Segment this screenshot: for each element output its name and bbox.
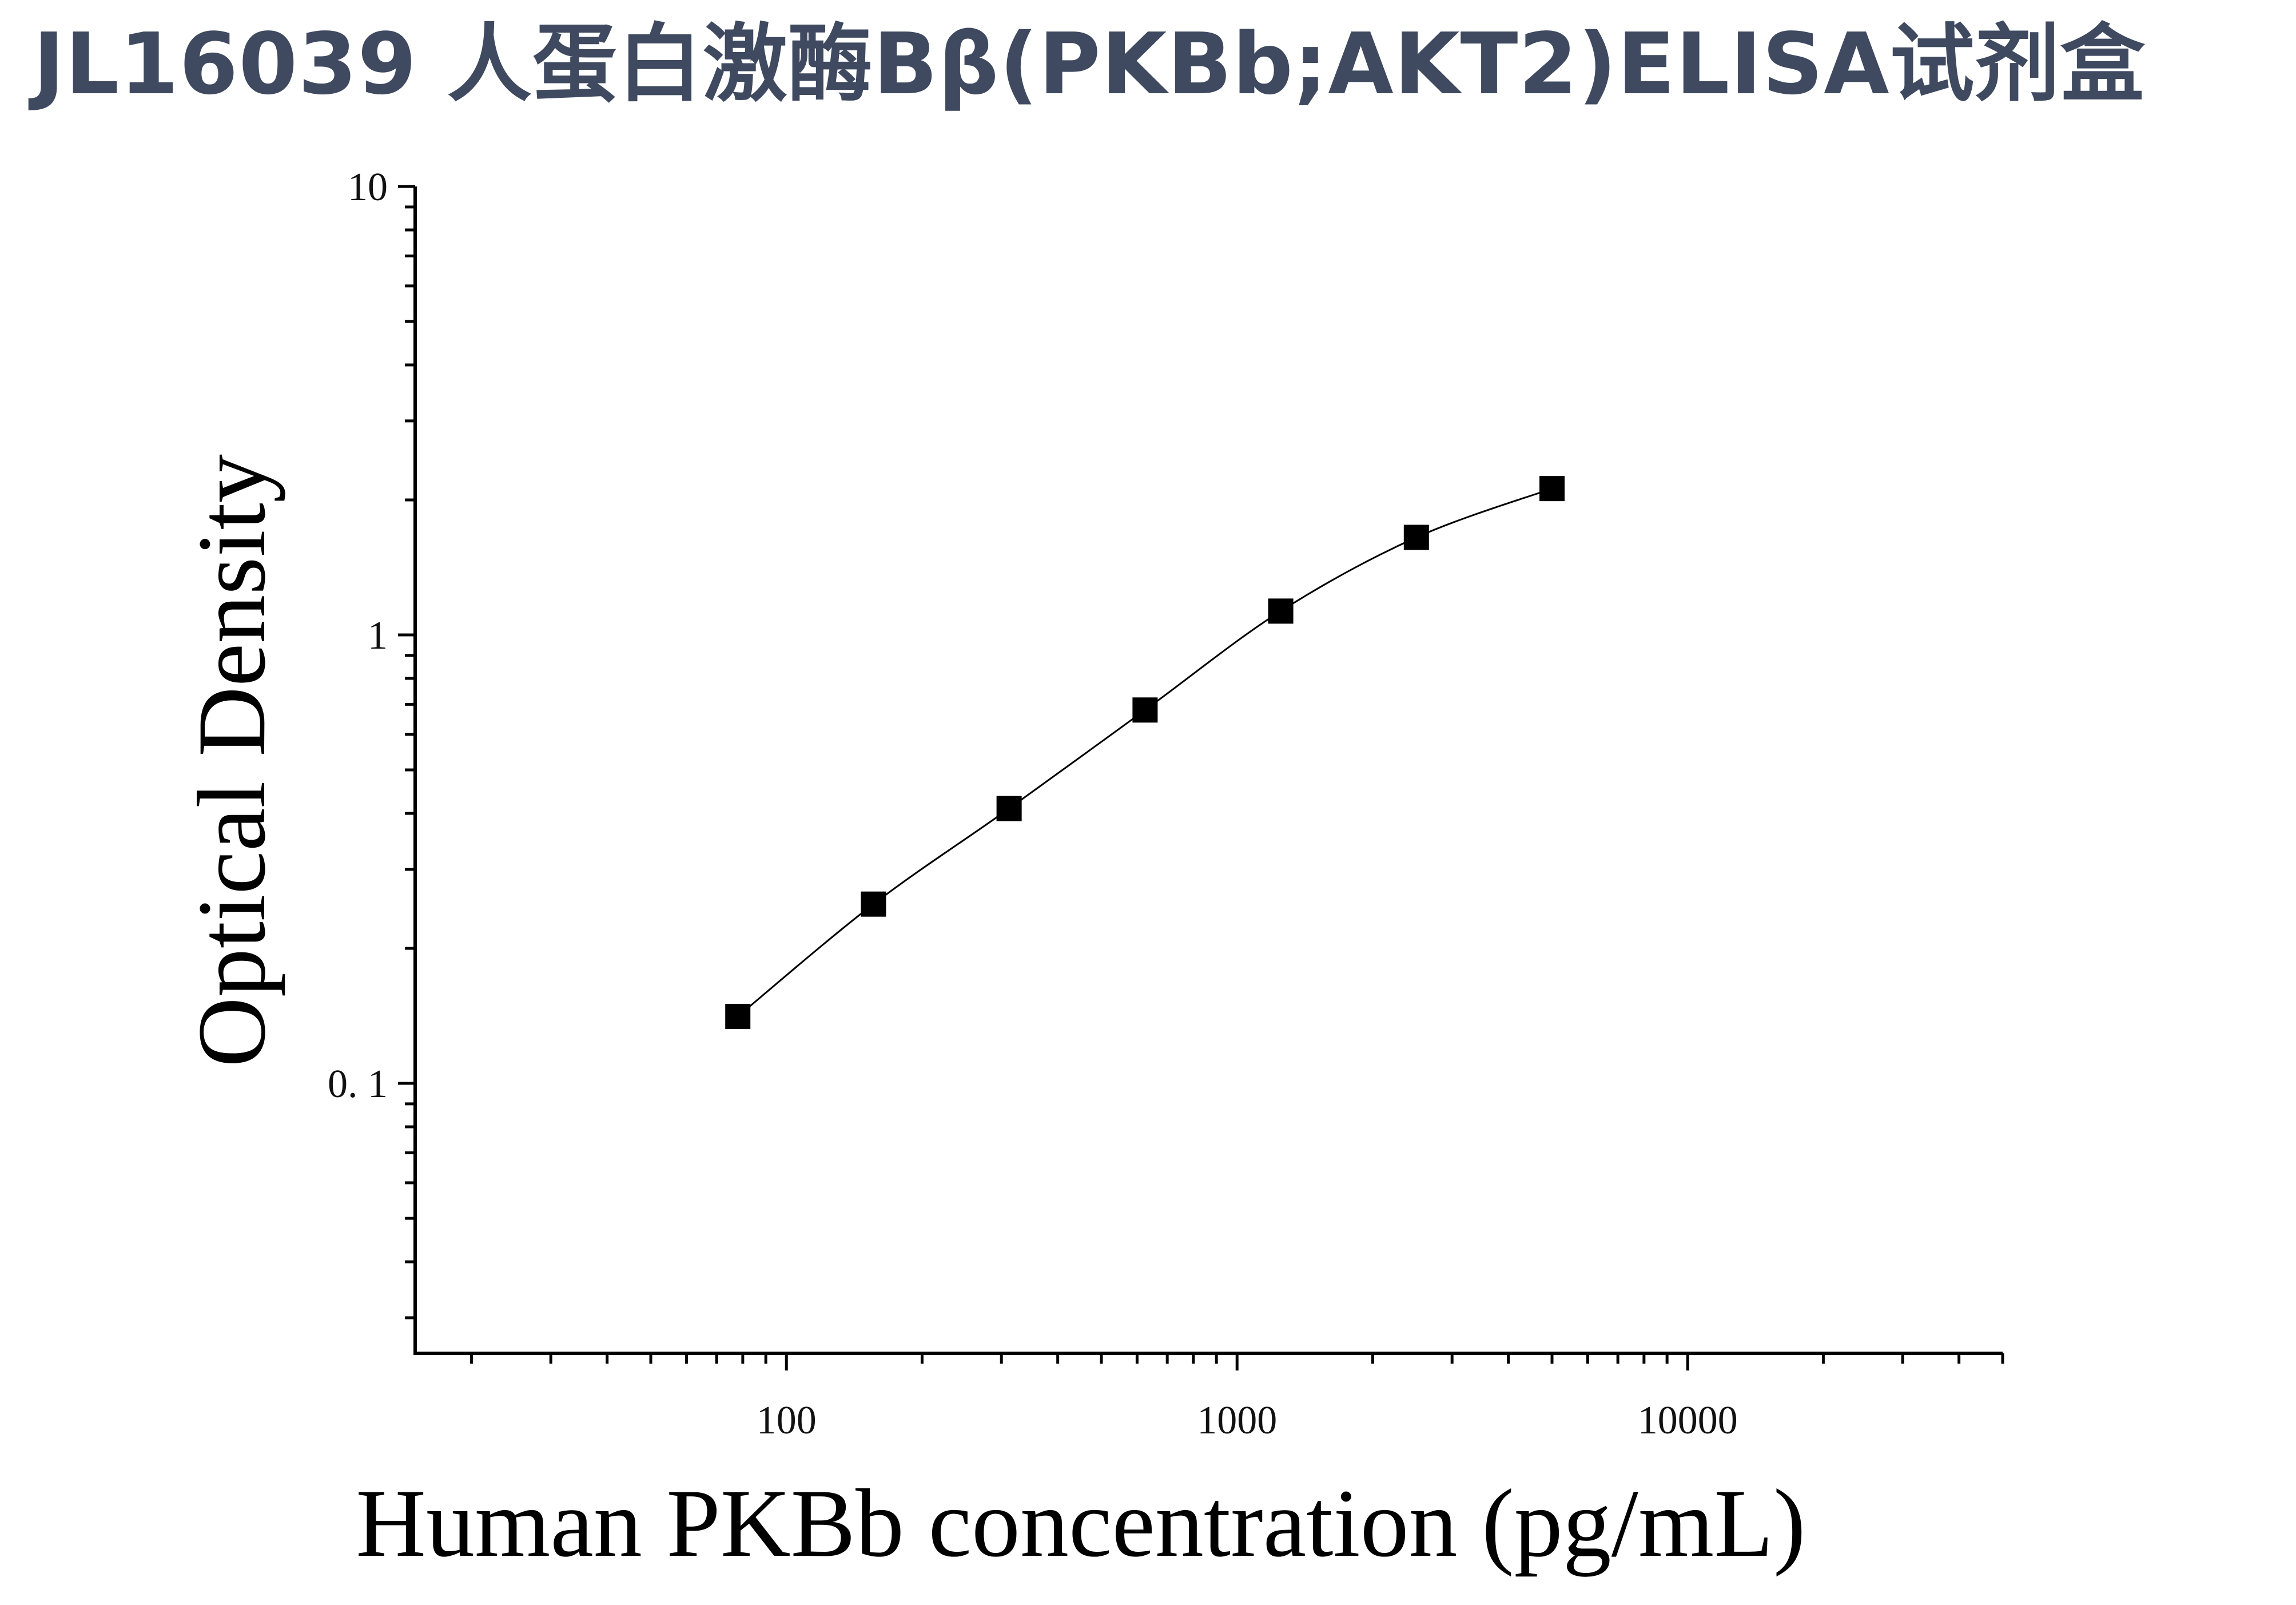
data-point [725, 1004, 751, 1030]
data-point [1539, 476, 1565, 502]
axes [398, 185, 2004, 1370]
tick-labels: 100 1000 10000 10 1 0. 1 [328, 165, 1738, 1443]
data-point [1403, 525, 1429, 550]
data-point [1132, 697, 1158, 723]
data-point [861, 891, 886, 917]
y-tick-label: 10 [348, 165, 388, 209]
data-points [725, 476, 1565, 1030]
fit-curve [737, 487, 1553, 1018]
x-tick-label: 100 [757, 1399, 817, 1443]
data-point [996, 796, 1022, 821]
page-title: JL16039 人蛋白激酶Bβ(PKBb;AKT2)ELISA试剂盒 [33, 15, 2146, 113]
x-tick-label: 10000 [1638, 1399, 1738, 1443]
y-tick-label: 1 [368, 614, 388, 658]
x-axis-title: Human PKBb concentration (pg/mL) [356, 1469, 1805, 1577]
y-tick-label: 0. 1 [328, 1062, 388, 1106]
fit-curve-layer [737, 487, 1553, 1018]
data-point [1268, 598, 1294, 624]
x-tick-label: 1000 [1197, 1399, 1277, 1443]
y-axis-title: Optical Density [178, 454, 285, 1067]
